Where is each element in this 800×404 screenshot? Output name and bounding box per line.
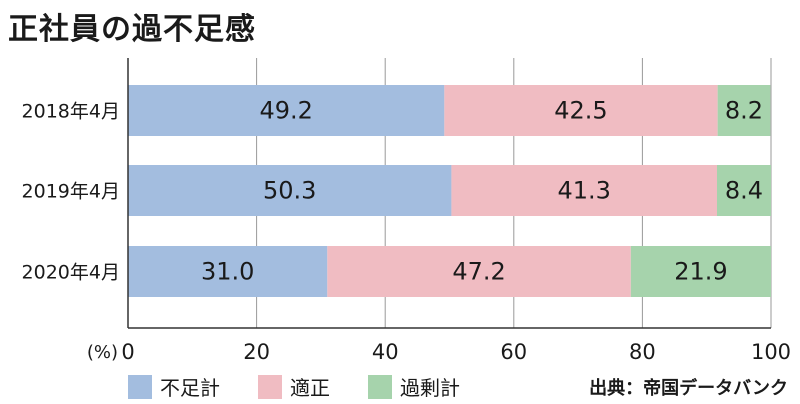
bar-segment-0-2 (717, 85, 771, 136)
chart-title: 正社員の過不足感 (8, 12, 256, 47)
data-label-1-1: 41.3 (557, 177, 610, 205)
category-label-1: 2019年4月 (22, 181, 120, 203)
data-label-0-0: 49.2 (259, 97, 312, 125)
legend-swatch-surplus (368, 374, 392, 399)
bar-segment-2-1 (327, 246, 631, 297)
bar-segment-2-2 (630, 246, 771, 297)
x-tick-label-100: 100 (751, 340, 791, 364)
bar-segment-1-1 (451, 165, 717, 216)
bar-segment-0-0 (128, 85, 445, 136)
data-label-2-0: 31.0 (201, 258, 254, 286)
legend-swatch-appropriate (258, 374, 282, 399)
data-label-2-2: 21.9 (674, 258, 727, 286)
x-tick-label-40: 40 (372, 340, 399, 364)
x-axis-unit-label: (%) (87, 342, 118, 363)
x-tick-label-60: 60 (500, 340, 527, 364)
bar-segment-0-1 (444, 85, 718, 136)
legend-label-appropriate: 適正 (290, 376, 330, 400)
legend-swatch-shortage (128, 374, 152, 399)
bar-segment-2-0 (128, 246, 328, 297)
legend-item-shortage: 不足計 (128, 372, 220, 401)
x-tick-label-80: 80 (629, 340, 656, 364)
data-label-0-2: 8.2 (725, 97, 763, 125)
source-note: 出典：帝国データバンク (589, 378, 788, 399)
data-label-0-1: 42.5 (554, 97, 607, 125)
legend-label-shortage: 不足計 (160, 376, 220, 400)
data-label-1-2: 8.4 (725, 177, 763, 205)
bar-segment-1-2 (716, 165, 771, 216)
x-tick-label-0: 0 (121, 340, 134, 364)
data-label-2-1: 47.2 (452, 258, 505, 286)
category-label-2: 2020年4月 (22, 262, 120, 284)
legend: 不足計 適正 過剰計 (128, 372, 498, 401)
data-label-1-0: 50.3 (263, 177, 316, 205)
legend-item-appropriate: 適正 (258, 372, 330, 401)
legend-label-surplus: 過剰計 (400, 376, 460, 400)
legend-item-surplus: 過剰計 (368, 372, 460, 401)
x-tick-label-20: 20 (243, 340, 270, 364)
bar-segment-1-0 (128, 165, 452, 216)
category-label-0: 2018年4月 (22, 101, 120, 123)
